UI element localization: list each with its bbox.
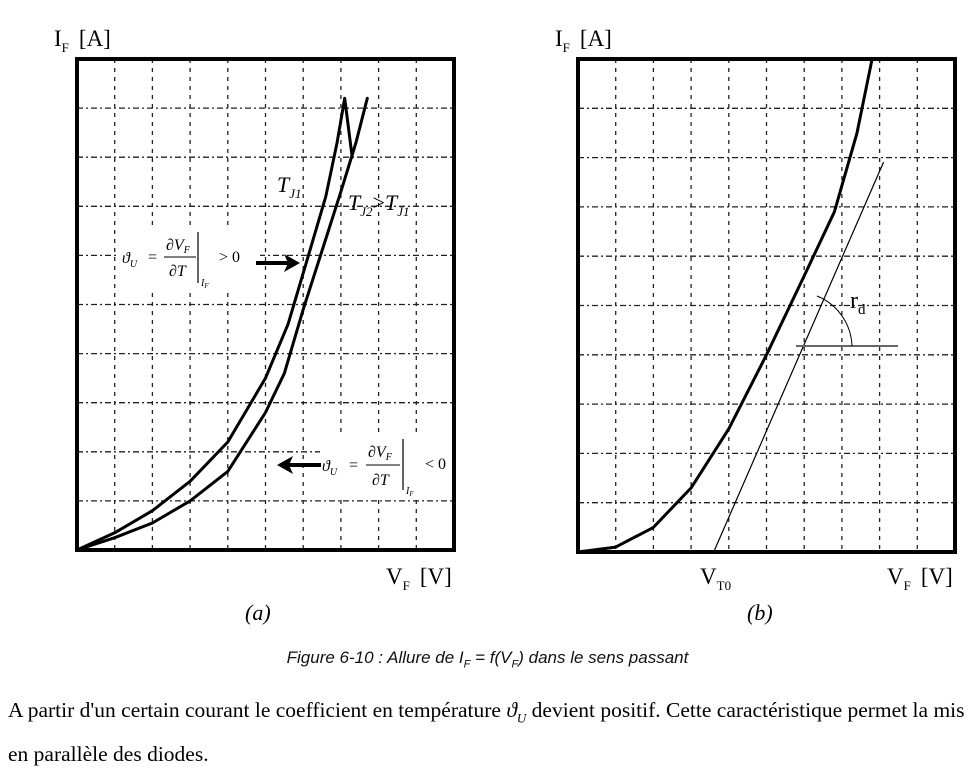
series-line-tj1 [75,96,354,552]
chart-b: rd IF [A] VF [V] VT0 (b) [555,26,957,625]
chart-b-xlabel: VF [V] [887,564,953,593]
fraction-numerator: ∂VF [368,444,393,463]
inequality: < 0 [425,456,446,473]
caption-sub2: F [511,658,519,671]
theta-u-symbol: ϑU [506,698,527,726]
evaluation-subscript: IF [200,278,209,290]
paragraph-part1: A partir d'un certain courant le coeffic… [8,698,507,722]
chart-b-frame [576,57,957,554]
angle-arc [816,295,853,347]
chart-a: IF [A] VF [V] (a) TJ1 TJ2>TJ1 ϑU = ∂VF ∂T … [54,26,456,625]
arrow-right-icon [256,254,300,272]
theta-symbol: ϑU [122,250,138,270]
rd-label: rd [850,288,866,318]
series-label-tj1: TJ1 [277,172,302,201]
chart-b-grid [578,59,955,552]
vt0-label: VT0 [700,564,731,593]
caption-sub1: F [463,658,471,671]
caption-suffix: ) dans le sens passant [518,648,689,667]
chart-b-ylabel: IF [A] [555,26,612,55]
chart-b-series [576,57,884,554]
caption-mid: = f(V [470,648,512,667]
inequality: > 0 [219,249,240,266]
chart-a-series [75,96,369,552]
arrow-left-icon [277,456,321,474]
annotation-positive-coefficient: ϑU = ∂VF ∂T IF > 0 [118,228,300,290]
equals-sign: = [148,249,157,266]
fraction-denominator: ∂T [372,472,390,489]
chart-a-xlabel: VF [V] [386,564,452,593]
annotation-negative-coefficient: ϑU = ∂VF ∂T IF < 0 [277,437,452,498]
body-paragraph: A partir d'un certain courant le coeffic… [8,692,968,772]
fraction-numerator: ∂VF [166,237,191,256]
annotation-bg [118,228,260,288]
series-line-if-vf- [576,57,874,554]
evaluation-subscript: IF [405,486,414,498]
chart-a-panel-label: (a) [245,600,271,625]
paragraph-part2: devient positif. Cette caractéristique p… [8,698,965,767]
series-line-tj2-tj1 [75,96,369,552]
chart-b-panel-label: (b) [747,600,773,625]
chart-a-ylabel: IF [A] [54,26,111,55]
annotation-bg [320,437,452,495]
series-line-tangent [713,161,884,553]
fraction-denominator: ∂T [169,263,187,280]
figure-caption: Figure 6-10 : Allure de IF = f(VF) dans … [0,648,975,670]
theta-symbol: ϑU [322,458,338,478]
chart-a-grid [77,59,454,550]
series-label-tj2: TJ2>TJ1 [348,190,409,219]
equals-sign: = [349,457,358,474]
chart-a-frame [75,57,456,552]
caption-prefix: Figure 6-10 : Allure de I [286,648,464,667]
